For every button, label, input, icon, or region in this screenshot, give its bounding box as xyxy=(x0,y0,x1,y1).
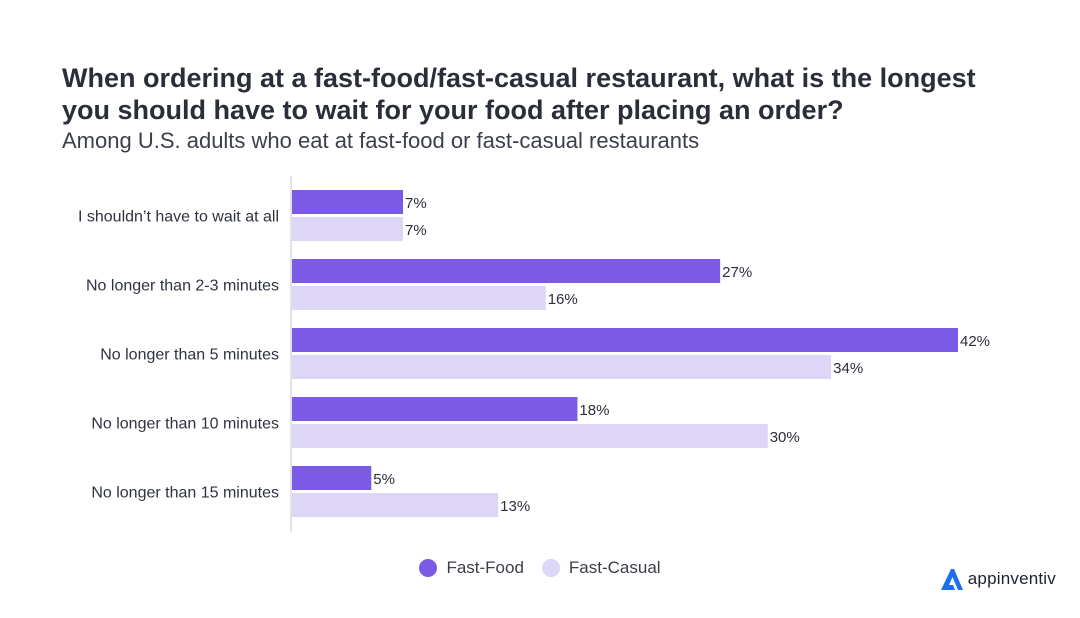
value-label-fast-food-2: 42% xyxy=(960,333,990,350)
value-label-fast-food-4: 5% xyxy=(373,471,395,488)
legend-label-fast-casual: Fast-Casual xyxy=(568,558,661,577)
appinventiv-logo-icon xyxy=(940,569,963,590)
bar-fast-food-1 xyxy=(292,259,721,283)
value-label-fast-casual-2: 34% xyxy=(833,360,863,377)
value-label-fast-casual-0: 7% xyxy=(405,222,427,239)
bar-fast-food-0 xyxy=(292,190,403,214)
bar-fast-casual-1 xyxy=(292,286,546,310)
legend-item-fast-casual: Fast-Casual xyxy=(541,558,661,578)
value-label-fast-casual-4: 13% xyxy=(500,498,530,515)
value-label-fast-casual-1: 16% xyxy=(548,291,578,308)
bar-fast-casual-4 xyxy=(292,493,499,517)
brand-name: appinventiv xyxy=(967,569,1056,588)
value-label-fast-food-1: 27% xyxy=(722,264,752,281)
bar-fast-food-4 xyxy=(292,466,372,490)
category-label-no-longer-than-10-minutes: No longer than 10 minutes xyxy=(91,416,279,433)
category-label-no-longer-than-2-3-minutes: No longer than 2-3 minutes xyxy=(86,278,279,295)
bar-fast-casual-0 xyxy=(292,217,403,241)
legend-item-fast-food: Fast-Food xyxy=(419,558,524,578)
legend-swatch-fast-food xyxy=(419,559,438,577)
chart-legend: Fast-Food Fast-Casual xyxy=(0,558,1080,578)
bar-fast-casual-2 xyxy=(292,355,832,379)
value-label-fast-food-0: 7% xyxy=(405,195,427,212)
bar-fast-food-2 xyxy=(292,328,958,352)
value-label-fast-food-3: 18% xyxy=(579,402,609,419)
legend-swatch-fast-casual xyxy=(541,559,560,577)
category-label-no-longer-than-5-minutes: No longer than 5 minutes xyxy=(100,347,279,364)
brand-logo: appinventiv xyxy=(939,566,1056,592)
bar-fast-casual-3 xyxy=(292,424,768,448)
category-label-i-shouldn-t-have-to-wait-at-all: I shouldn’t have to wait at all xyxy=(78,209,279,226)
legend-label-fast-food: Fast-Food xyxy=(446,558,524,577)
chart-subtitle: Among U.S. adults who eat at fast-food o… xyxy=(62,128,700,153)
bar-fast-food-3 xyxy=(292,397,578,421)
category-label-no-longer-than-15-minutes: No longer than 15 minutes xyxy=(91,485,279,502)
value-label-fast-casual-3: 30% xyxy=(770,429,800,446)
chart-title: When ordering at a fast-food/fast-casual… xyxy=(62,63,976,125)
